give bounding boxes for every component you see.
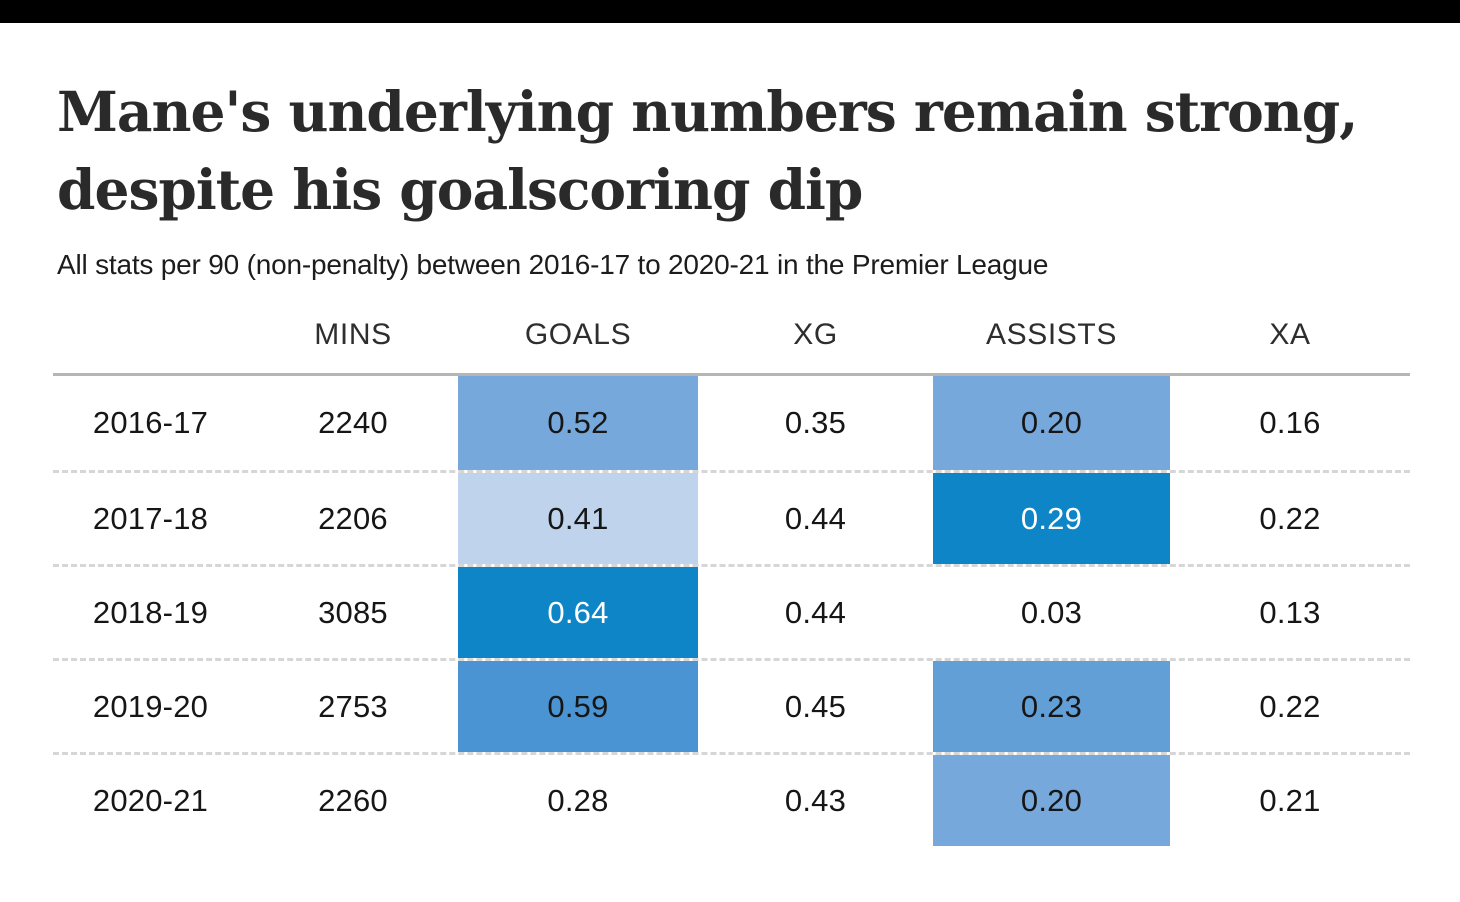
stat-cell: 0.20 <box>933 376 1170 471</box>
page-title: Mane's underlying numbers remain strong,… <box>57 73 1412 229</box>
stat-cell: 0.21 <box>1259 782 1321 818</box>
column-header: XA <box>1269 317 1311 351</box>
stat-cell: 0.41 <box>458 473 698 565</box>
column-header: MINS <box>314 317 392 351</box>
stat-cell: 0.35 <box>784 405 847 441</box>
column-header: GOALS <box>524 317 632 351</box>
table-row: 2020-21 2260 0.28 0.43 0.20 0.21 <box>53 752 1410 847</box>
stat-cell: 0.16 <box>1259 405 1321 441</box>
column-header: XG <box>793 317 838 351</box>
stat-cell: 0.22 <box>1259 688 1321 724</box>
stat-cell: 0.20 <box>933 755 1170 847</box>
stat-cell: 0.64 <box>458 567 698 659</box>
page-title-line-1: Mane's underlying numbers remain strong, <box>57 79 1358 144</box>
stat-cell: 0.44 <box>784 594 847 630</box>
stat-cell: 0.29 <box>933 473 1170 565</box>
table-row: 2018-19 3085 0.64 0.44 0.03 0.13 <box>53 564 1410 659</box>
stat-cell: 0.22 <box>1259 500 1321 536</box>
stat-cell: 2240 <box>318 405 388 441</box>
table-row: 2016-17 2240 0.52 0.35 0.20 0.16 <box>53 376 1410 471</box>
stat-cell: 0.28 <box>547 782 609 818</box>
stat-cell: 0.03 <box>1020 594 1083 630</box>
column-header: ASSISTS <box>986 317 1117 351</box>
stat-cell: 0.52 <box>458 376 698 471</box>
page-subtitle: All stats per 90 (non-penalty) between 2… <box>57 249 1049 281</box>
season-cell: 2018-19 <box>92 594 209 630</box>
stat-cell: 2753 <box>318 688 388 724</box>
stat-cell: 0.44 <box>784 500 847 536</box>
season-cell: 2020-21 <box>92 782 209 818</box>
season-cell: 2016-17 <box>92 405 209 441</box>
stat-cell: 2206 <box>318 500 388 536</box>
top-bar <box>0 0 1460 23</box>
stat-cell: 0.45 <box>784 688 847 724</box>
table-row: 2017-18 2206 0.41 0.44 0.29 0.22 <box>53 470 1410 565</box>
stats-table: MINS GOALS XG ASSISTS XA 2016-17 2240 0.52 0.35 0… <box>53 296 1410 847</box>
stat-cell: 0.13 <box>1259 594 1321 630</box>
stat-cell: 0.43 <box>784 782 847 818</box>
stat-cell: 2260 <box>318 782 388 818</box>
season-cell: 2017-18 <box>92 500 209 536</box>
stat-cell: 3085 <box>318 594 388 630</box>
season-cell: 2019-20 <box>92 688 209 724</box>
table-row: 2019-20 2753 0.59 0.45 0.23 0.22 <box>53 658 1410 753</box>
table-header-row: MINS GOALS XG ASSISTS XA <box>53 296 1410 377</box>
stat-cell: 0.23 <box>933 661 1170 753</box>
column-header-empty <box>53 296 248 373</box>
stat-cell: 0.59 <box>458 661 698 753</box>
page-title-line-2: despite his goalscoring dip <box>57 157 863 223</box>
content-area: Mane's underlying numbers remain strong,… <box>0 73 1460 847</box>
